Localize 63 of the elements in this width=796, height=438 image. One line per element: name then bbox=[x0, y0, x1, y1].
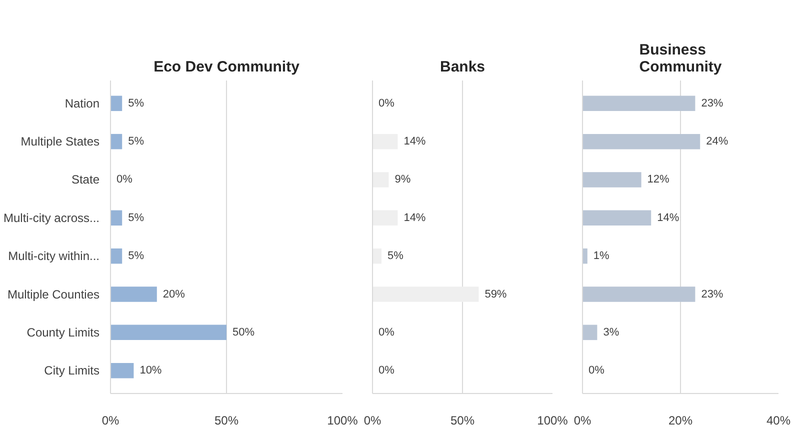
data-label: 23% bbox=[701, 97, 724, 110]
data-label: 5% bbox=[388, 250, 404, 262]
x-tick-label: 20% bbox=[668, 414, 693, 428]
data-label: 24% bbox=[706, 136, 728, 148]
data-label: 3% bbox=[603, 326, 620, 338]
data-label: 5% bbox=[128, 250, 144, 262]
bar bbox=[582, 286, 696, 302]
data-label: 5% bbox=[128, 212, 144, 224]
x-tick-label: 100% bbox=[327, 414, 358, 428]
x-tick-label: 40% bbox=[766, 414, 791, 428]
bar bbox=[110, 248, 122, 264]
x-tick-label: 100% bbox=[537, 414, 568, 428]
data-label: 10% bbox=[140, 364, 162, 377]
x-tick-label: 50% bbox=[214, 414, 239, 428]
bar bbox=[110, 286, 157, 302]
chart-title: Banks bbox=[440, 58, 486, 76]
data-label: 0% bbox=[378, 326, 395, 338]
y-tick-label: Multiple States bbox=[20, 134, 100, 149]
data-label: 14% bbox=[404, 212, 426, 224]
bar bbox=[372, 172, 389, 188]
bar bbox=[372, 248, 382, 264]
data-label: 1% bbox=[593, 250, 610, 262]
data-label: 20% bbox=[162, 288, 186, 300]
x-tick-label: 50% bbox=[450, 414, 475, 428]
bar bbox=[110, 362, 134, 378]
data-label: 14% bbox=[404, 136, 426, 148]
bar bbox=[582, 172, 642, 188]
chart-title: Eco Dev Community bbox=[154, 58, 300, 76]
bar bbox=[372, 134, 398, 150]
bar bbox=[582, 96, 696, 112]
y-tick-label: Multiple Counties bbox=[7, 287, 100, 302]
data-label: 5% bbox=[128, 97, 144, 110]
y-tick-label: Multi-city across... bbox=[3, 210, 100, 225]
bar bbox=[372, 286, 479, 302]
data-label: 9% bbox=[394, 174, 411, 186]
bar bbox=[582, 134, 700, 150]
y-tick-label: City Limits bbox=[44, 364, 100, 378]
bar bbox=[110, 324, 226, 340]
data-label: 23% bbox=[701, 288, 724, 300]
data-label: 5% bbox=[128, 136, 144, 148]
bar bbox=[372, 210, 398, 226]
x-tick-label: 0% bbox=[574, 414, 592, 428]
y-tick-label: Multi-city within... bbox=[8, 249, 100, 264]
chart-title: Business Community bbox=[639, 42, 722, 76]
x-tick-label: 0% bbox=[102, 414, 120, 428]
data-label: 0% bbox=[116, 174, 133, 186]
y-tick-label: State bbox=[71, 172, 100, 187]
y-tick-label: County Limits bbox=[26, 325, 100, 340]
bar bbox=[110, 96, 122, 112]
data-label: 12% bbox=[647, 174, 670, 186]
y-tick-label: Nation bbox=[64, 96, 100, 110]
bar bbox=[110, 134, 122, 150]
data-label: 59% bbox=[484, 288, 507, 300]
data-label: 50% bbox=[232, 326, 255, 338]
bar bbox=[582, 324, 598, 340]
data-label: 0% bbox=[378, 97, 395, 110]
bar bbox=[582, 210, 652, 226]
bar bbox=[582, 248, 588, 264]
x-tick-label: 0% bbox=[364, 414, 382, 428]
data-label: 14% bbox=[657, 212, 680, 224]
data-label: 0% bbox=[378, 364, 395, 377]
bar bbox=[110, 210, 122, 226]
data-label: 0% bbox=[588, 364, 605, 377]
